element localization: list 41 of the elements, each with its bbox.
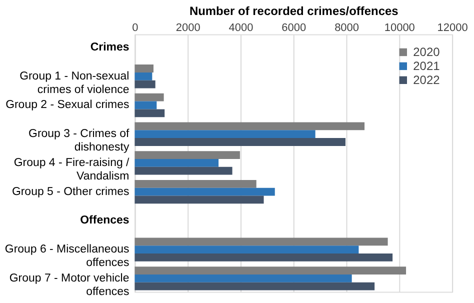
legend-label: 2021 — [413, 59, 440, 74]
bar — [134, 159, 219, 167]
x-tick-label: 12000 — [437, 22, 468, 34]
y-tick-label: Group 5 - Other crimes — [12, 186, 130, 198]
bar — [134, 151, 240, 160]
bar — [134, 266, 406, 274]
y-tick-label: Group 7 - Motor vehicle offences — [9, 272, 130, 298]
bar — [134, 254, 393, 262]
y-tick-label: Group 3 - Crimes of dishonesty — [28, 128, 130, 154]
x-tick-label: 10000 — [384, 22, 415, 34]
x-tick-label: 2000 — [176, 22, 200, 34]
legend-label: 2020 — [413, 45, 440, 60]
y-tick-label: Group 1 - Non-sexual crimes of violence — [20, 70, 130, 96]
y-tick-label: Crimes — [90, 42, 130, 54]
y-tick-label: Group 4 - Fire-raising / Vandalism — [14, 156, 130, 182]
bar — [134, 101, 157, 110]
x-axis-title: Number of recorded crimes/offences — [189, 4, 399, 18]
bar — [134, 180, 256, 188]
bar — [134, 93, 164, 102]
bar — [134, 64, 154, 72]
bar — [134, 130, 316, 138]
bar — [134, 109, 165, 118]
bar — [134, 196, 264, 204]
bar — [134, 80, 156, 88]
x-tick-label: 6000 — [282, 22, 306, 34]
bar — [134, 274, 352, 282]
bar — [134, 282, 375, 290]
y-tick-label: Offences — [80, 214, 130, 227]
x-tick-label: 0 — [132, 22, 138, 34]
x-tick-label: 8000 — [334, 22, 359, 34]
bar — [134, 238, 388, 246]
legend-label: 2022 — [413, 73, 440, 88]
x-tick-label: 4000 — [228, 22, 254, 34]
bar — [134, 246, 359, 254]
y-tick-label: Group 2 - Sexual crimes — [6, 99, 130, 112]
bar — [134, 188, 275, 196]
bar — [134, 72, 152, 80]
bar — [134, 166, 232, 175]
bar — [134, 122, 365, 130]
bar — [134, 138, 346, 146]
y-tick-label: Group 6 - Miscellaneous offences — [4, 244, 130, 270]
